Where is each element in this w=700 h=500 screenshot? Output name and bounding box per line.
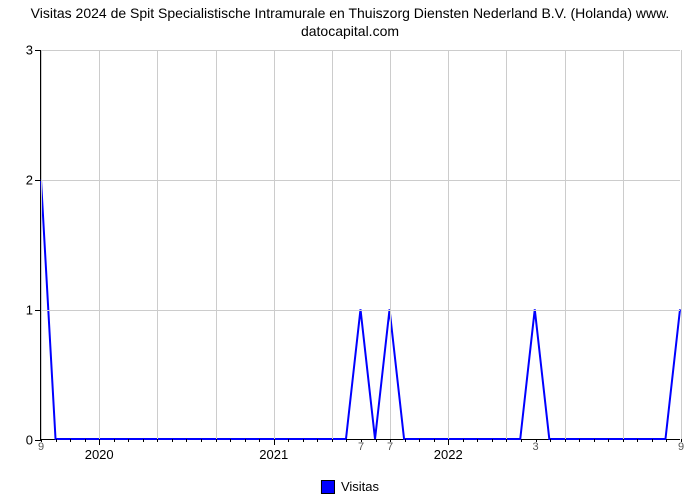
xtick-year: 2021 bbox=[259, 447, 288, 462]
xtick-num: 7 bbox=[387, 441, 393, 453]
xtick-year: 2020 bbox=[85, 447, 114, 462]
legend-label: Visitas bbox=[341, 479, 379, 494]
ytick-label: 2 bbox=[26, 173, 33, 188]
data-line bbox=[41, 50, 680, 439]
plot-area: 012320202021202297739 bbox=[40, 50, 680, 440]
chart-title-line1: Visitas 2024 de Spit Specialistische Int… bbox=[31, 5, 670, 21]
xtick-year: 2022 bbox=[434, 447, 463, 462]
legend: Visitas bbox=[321, 479, 379, 494]
chart-title-line2: datocapital.com bbox=[301, 23, 399, 39]
xtick-num: 9 bbox=[678, 441, 684, 453]
ytick-label: 1 bbox=[26, 303, 33, 318]
xtick-num: 3 bbox=[532, 441, 538, 453]
chart-title: Visitas 2024 de Spit Specialistische Int… bbox=[0, 4, 700, 40]
ytick-label: 3 bbox=[26, 43, 33, 58]
legend-swatch bbox=[321, 480, 335, 494]
xtick-num: 7 bbox=[358, 441, 364, 453]
xtick-num: 9 bbox=[38, 441, 44, 453]
ytick-label: 0 bbox=[26, 433, 33, 448]
